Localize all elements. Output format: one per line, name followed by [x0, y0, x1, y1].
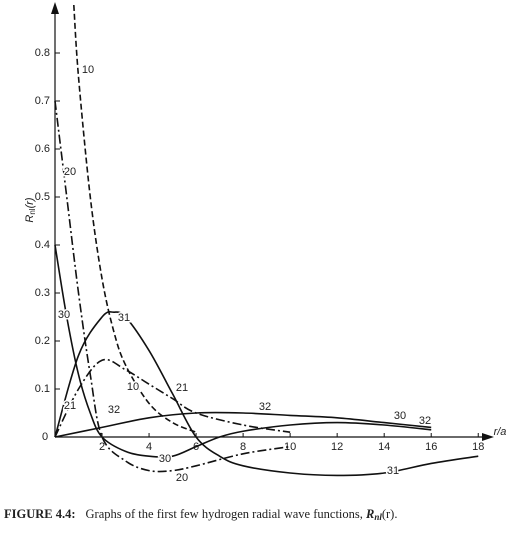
x-tick-label: 2	[99, 441, 105, 453]
y-tick-label: 0.3	[35, 287, 50, 299]
y-axis-label: Rnl(r)	[24, 197, 37, 223]
curve-label: 21	[176, 382, 188, 394]
curve-label: 30	[58, 309, 70, 321]
y-label-end: (r)	[24, 197, 36, 208]
caption-end: (r).	[382, 507, 398, 521]
x-arrow	[482, 433, 494, 441]
x-axis-label: r/a	[494, 426, 507, 438]
y-tick-label: 0.4	[35, 239, 50, 251]
curve	[54, 100, 291, 473]
caption-text: Graphs of the first few hydrogen radial …	[86, 507, 366, 521]
x-tick-label: 8	[240, 441, 246, 453]
curve	[54, 411, 432, 438]
y-tick-label: 0.8	[35, 47, 50, 59]
y-label-main: R	[24, 215, 36, 223]
curve-label: 10	[127, 381, 139, 393]
x-tick-label: 16	[425, 441, 437, 453]
curve-label: 20	[64, 166, 76, 178]
x-tick-label: 4	[146, 441, 152, 453]
curve-label: 21	[64, 400, 76, 412]
curve-label: 20	[176, 472, 188, 484]
x-tick-label: 18	[472, 441, 484, 453]
curve	[54, 244, 432, 458]
curve-label: 31	[387, 465, 399, 477]
curve-label: 10	[82, 64, 94, 76]
y-tick-label: 0.1	[35, 383, 50, 395]
curve	[54, 358, 291, 438]
curve-label: 31	[118, 312, 130, 324]
y-tick-label: 0.7	[35, 95, 50, 107]
y-tick-label: 0.6	[35, 143, 50, 155]
curve-label: 32	[419, 415, 431, 427]
x-tick-label: 10	[284, 441, 296, 453]
caption-sub: nl	[374, 512, 382, 522]
curve	[54, 311, 479, 477]
curve-label: 32	[259, 401, 271, 413]
x-tick-label: 14	[378, 441, 390, 453]
y-label-sub: nl	[28, 208, 37, 214]
y-arrow	[51, 2, 59, 14]
x-tick-label: 12	[331, 441, 343, 453]
x-tick-label: 0	[42, 431, 48, 443]
y-tick-label: 0.2	[35, 335, 50, 347]
curve-label: 32	[108, 404, 120, 416]
caption: FIGURE 4.4: Graphs of the first few hydro…	[4, 507, 397, 522]
caption-var: R	[365, 507, 374, 521]
y-tick-label: 0.5	[35, 191, 50, 203]
curve-label: 30	[159, 453, 171, 465]
caption-label: FIGURE 4.4:	[4, 507, 76, 521]
curve-label: 30	[394, 410, 406, 422]
